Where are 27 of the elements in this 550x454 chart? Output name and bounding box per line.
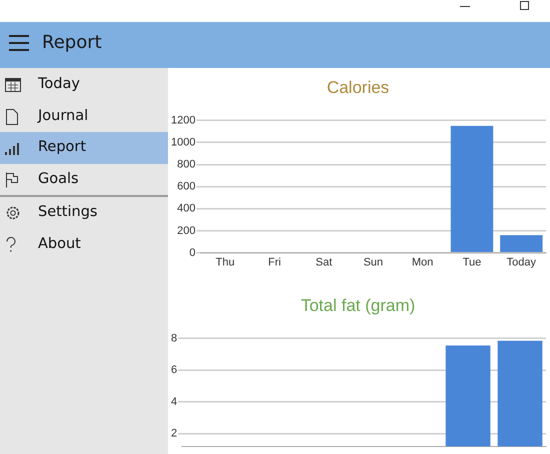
- chart-title: Total fat (gram): [300, 296, 416, 315]
- y-tick-label: 4: [170, 396, 178, 408]
- text: Journal: [38, 108, 88, 124]
- x-tick-label: Today: [506, 256, 536, 268]
- x-tick-label: Fri: [268, 256, 281, 268]
- text: Goals: [38, 171, 79, 187]
- y-tick-label: 1000: [170, 136, 196, 148]
- y-tick-label: 2: [170, 428, 178, 440]
- text: Settings: [38, 204, 98, 220]
- text: Report: [38, 139, 86, 155]
- y-tick-label: 6: [170, 364, 178, 376]
- x-tick-label: Sun: [363, 256, 384, 268]
- text: About: [38, 236, 81, 252]
- y-tick-label: 200: [177, 224, 196, 237]
- chart-title: Calories: [326, 78, 390, 97]
- y-tick-label: 600: [177, 180, 196, 193]
- y-tick-label: 8: [170, 332, 178, 344]
- x-tick-label: Tue: [462, 256, 482, 268]
- text: Today: [38, 76, 80, 92]
- x-tick-label: Mon: [412, 256, 434, 268]
- x-tick-label: Thu: [216, 256, 235, 268]
- y-tick-label: 400: [177, 202, 196, 215]
- y-tick-label: 800: [177, 158, 196, 171]
- x-tick-label: Sat: [316, 256, 332, 268]
- text: Report: [42, 32, 102, 53]
- y-tick-label: 0: [189, 246, 196, 259]
- y-tick-label: 1200: [170, 114, 196, 126]
